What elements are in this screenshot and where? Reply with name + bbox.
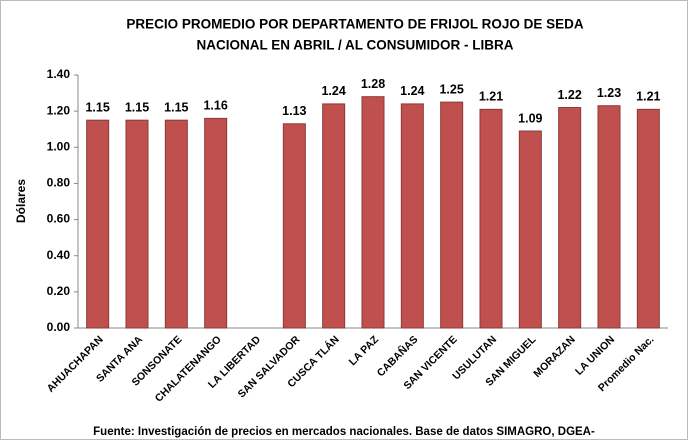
source-note: Fuente: Investigación de precios en merc… [93, 426, 595, 438]
bar [597, 105, 621, 329]
y-tick-label: 0.00 [47, 320, 71, 334]
data-label: 1.24 [321, 84, 345, 98]
y-tick-label: 1.40 [47, 67, 71, 81]
bar [636, 108, 660, 329]
y-axis-label: Dólares [14, 179, 28, 223]
data-label: 1.21 [636, 90, 660, 104]
data-label: 1.24 [400, 84, 424, 98]
chart-title: PRECIO PROMEDIO POR DEPARTAMENTO DE FRIJ… [126, 17, 584, 32]
data-label: 1.09 [518, 111, 542, 125]
data-label: 1.23 [597, 86, 621, 100]
data-label: 1.15 [125, 100, 149, 114]
bar [86, 119, 110, 329]
bar [164, 119, 188, 329]
bar [518, 130, 542, 329]
y-tick-label: 1.00 [47, 139, 71, 153]
bar [558, 107, 582, 329]
y-tick-label: 0.60 [47, 212, 71, 226]
y-tick-label: 0.80 [47, 176, 71, 190]
data-label: 1.15 [164, 100, 188, 114]
y-tick-label: 0.20 [47, 284, 71, 298]
data-label: 1.28 [361, 77, 385, 91]
data-label: 1.16 [203, 99, 227, 113]
bar [479, 108, 503, 329]
bar [322, 103, 346, 329]
data-label: 1.13 [282, 104, 306, 118]
bar [440, 101, 464, 329]
bar [204, 117, 228, 329]
data-label: 1.21 [479, 90, 503, 104]
y-tick-label: 0.40 [47, 248, 71, 262]
bar [282, 123, 306, 329]
bar [400, 103, 424, 329]
chart-title: NACIONAL EN ABRIL / AL CONSUMIDOR - LIBR… [197, 38, 514, 53]
data-label: 1.15 [85, 100, 109, 114]
data-label: 1.25 [439, 82, 463, 96]
bar [361, 96, 385, 329]
data-label: 1.22 [557, 88, 581, 102]
y-tick-label: 1.20 [47, 103, 71, 117]
bar [125, 119, 149, 329]
